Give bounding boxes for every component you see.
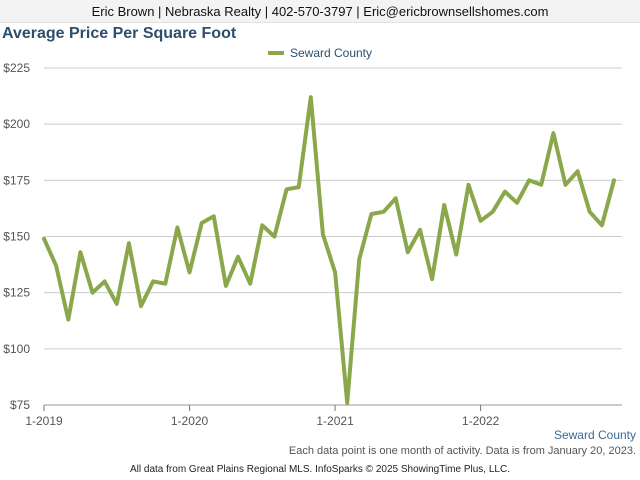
y-tick-label: $200 (3, 117, 30, 131)
y-axis-ticks: $75 $100 $125 $150 $175 $200 $225 (3, 61, 30, 412)
grid-lines (44, 67, 622, 406)
data-note: Each data point is one month of activity… (288, 445, 636, 457)
x-tick-label: 1-2021 (316, 414, 354, 428)
legend-label: Seward County (289, 46, 373, 60)
y-tick-label: $75 (10, 398, 30, 412)
y-tick-label: $150 (3, 230, 30, 244)
legend: Seward County (0, 46, 640, 60)
x-tick-label: 1-2022 (462, 414, 500, 428)
y-tick-label: $125 (3, 286, 30, 300)
y-tick-label: $225 (3, 61, 30, 75)
source-footer: All data from Great Plains Regional MLS.… (130, 464, 510, 475)
series-caption: Seward County (553, 428, 636, 442)
x-tick-label: 1-2019 (25, 414, 63, 428)
contact-text: Eric Brown | Nebraska Realty | 402-570-3… (91, 3, 549, 19)
y-tick-label: $175 (3, 173, 30, 187)
series-line-seward-county (42, 95, 616, 405)
x-axis-ticks: 1-2019 1-2020 1-2021 1-2022 (25, 405, 500, 428)
contact-header: Eric Brown | Nebraska Realty | 402-570-3… (0, 0, 640, 23)
series-layer (42, 95, 616, 405)
legend-swatch (267, 51, 284, 55)
x-tick-label: 1-2020 (171, 414, 209, 428)
chart-title: Average Price Per Square Foot (2, 25, 237, 42)
y-tick-label: $100 (3, 342, 30, 356)
